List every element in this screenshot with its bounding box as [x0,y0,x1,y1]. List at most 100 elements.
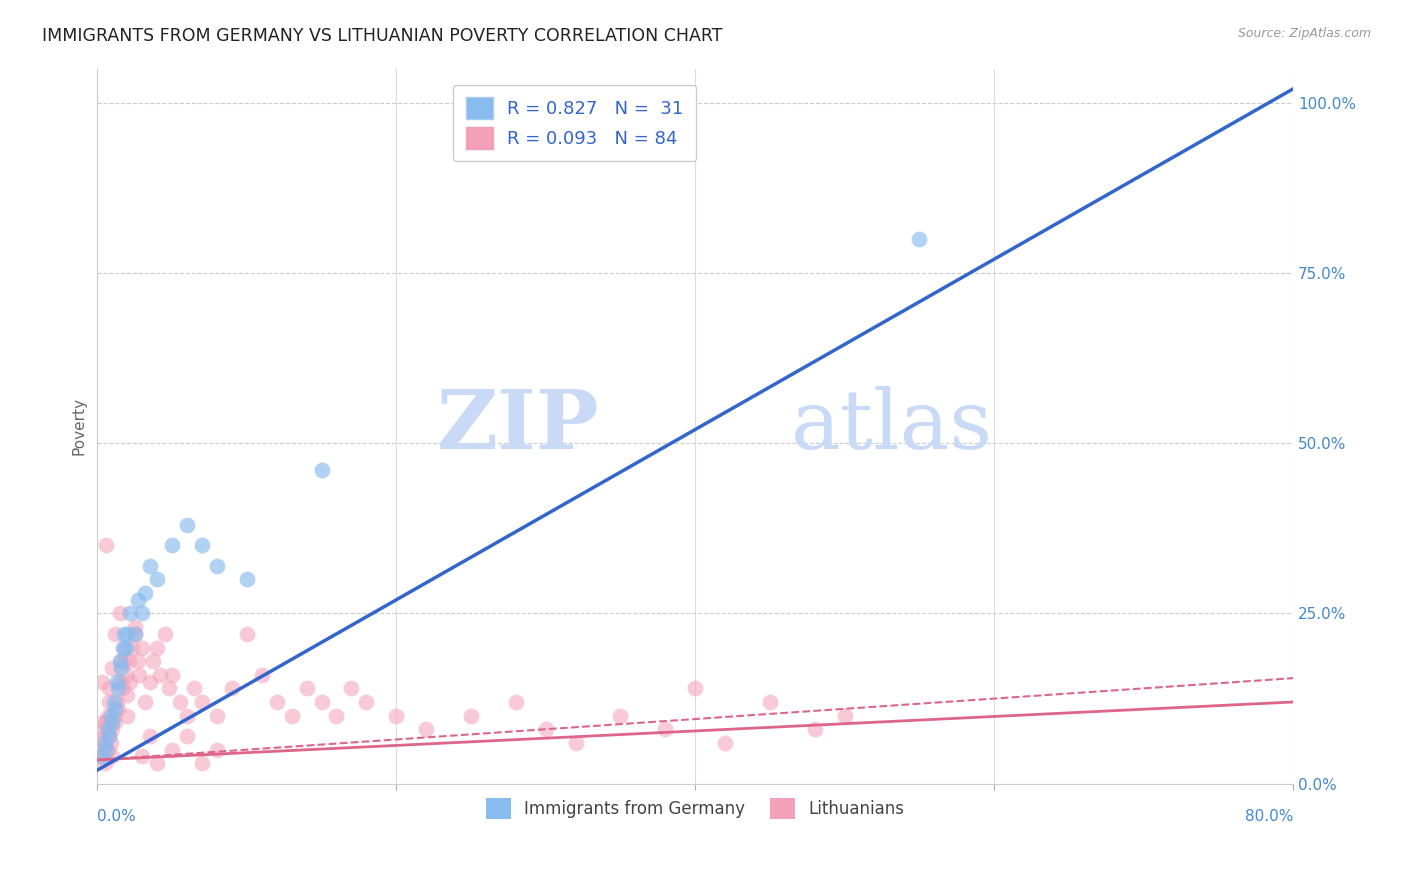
Point [221,681,243,696]
Point [101,715,124,730]
Point [250,667,273,681]
Point [191,695,214,709]
Point [759,695,782,709]
Point [654,723,676,737]
Point [128,667,150,681]
Point [97,723,120,737]
Point [169,695,191,709]
Y-axis label: Poverty: Poverty [72,397,86,455]
Point [105,674,128,689]
Point [90,749,112,764]
Point [98,729,121,743]
Point [90,742,112,756]
Point [176,729,198,743]
Point [107,681,129,696]
Point [146,573,169,587]
Point [534,723,557,737]
Point [127,654,149,668]
Point [118,654,141,668]
Point [115,688,138,702]
Point [89,736,111,750]
Point [295,681,318,696]
Point [111,681,134,696]
Point [120,607,142,621]
Point [325,708,347,723]
Point [104,702,127,716]
Point [236,627,259,641]
Point [138,558,160,573]
Point [191,756,214,771]
Text: ZIP: ZIP [437,386,599,467]
Point [91,723,114,737]
Point [124,620,146,634]
Point [908,232,931,246]
Point [115,708,138,723]
Point [311,695,333,709]
Point [100,708,122,723]
Point [112,640,135,655]
Point [98,729,121,743]
Legend: Immigrants from Germany, Lithuanians: Immigrants from Germany, Lithuanians [479,792,911,825]
Point [385,708,408,723]
Point [112,654,135,668]
Point [834,708,856,723]
Text: 0.0%: 0.0% [97,809,136,824]
Point [91,715,114,730]
Point [149,667,172,681]
Point [191,538,214,552]
Point [142,654,165,668]
Point [107,702,129,716]
Point [87,749,110,764]
Point [90,674,112,689]
Point [176,517,198,532]
Point [110,654,132,668]
Text: Source: ZipAtlas.com: Source: ZipAtlas.com [1237,27,1371,40]
Point [146,756,169,771]
Point [108,607,131,621]
Point [160,742,183,756]
Point [98,695,121,709]
Point [176,708,198,723]
Text: IMMIGRANTS FROM GERMANY VS LITHUANIAN POVERTY CORRELATION CHART: IMMIGRANTS FROM GERMANY VS LITHUANIAN PO… [42,27,723,45]
Point [134,695,156,709]
Point [101,749,124,764]
Point [96,715,118,730]
Point [266,695,288,709]
Point [609,708,631,723]
Point [108,674,131,689]
Point [96,742,118,756]
Point [146,640,169,655]
Point [415,723,437,737]
Point [127,592,149,607]
Text: 80.0%: 80.0% [1244,809,1294,824]
Point [104,715,127,730]
Point [94,756,117,771]
Point [104,627,127,641]
Point [94,736,117,750]
Point [108,654,131,668]
Point [160,538,183,552]
Point [183,681,205,696]
Point [157,681,180,696]
Point [340,681,363,696]
Point [114,667,136,681]
Point [205,742,228,756]
Point [110,661,132,675]
Point [460,708,482,723]
Point [356,695,378,709]
Point [714,736,737,750]
Point [98,681,121,696]
Point [103,695,125,709]
Point [138,729,160,743]
Point [94,729,117,743]
Point [115,627,138,641]
Point [153,627,176,641]
Point [131,640,153,655]
Point [683,681,706,696]
Text: atlas: atlas [790,386,993,467]
Point [124,627,146,641]
Point [131,749,153,764]
Point [205,708,228,723]
Point [280,708,302,723]
Point [96,538,118,552]
